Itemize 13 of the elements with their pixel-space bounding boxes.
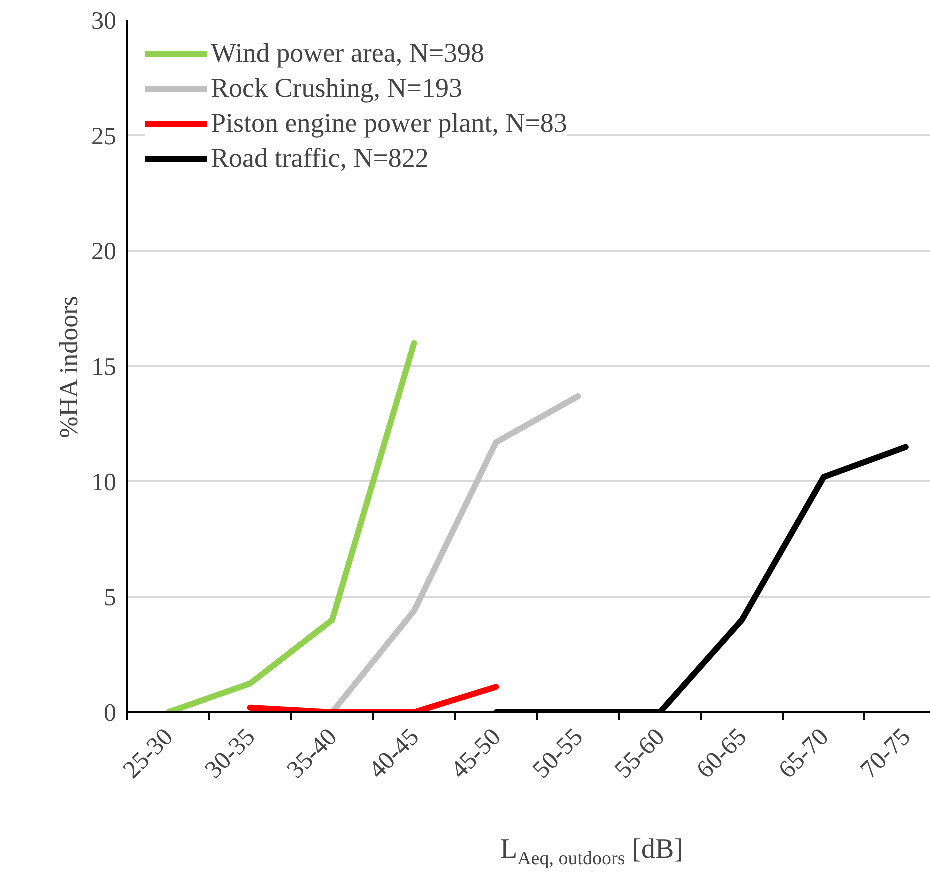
y-tick-label: 10 xyxy=(92,469,116,496)
x-axis-title: L$_{Aeq, outdoors}$ [dB] xyxy=(500,833,684,872)
y-axis-title: %HA indoors xyxy=(54,296,84,438)
y-tick-label: 5 xyxy=(104,584,116,612)
legend-label: Piston engine power plant, N=83 xyxy=(211,108,568,139)
y-tick-label: 30 xyxy=(92,8,116,35)
legend-label: Road traffic, N=822 xyxy=(211,143,429,174)
y-tick-label: 25 xyxy=(92,123,116,150)
y-tick-label: 0 xyxy=(104,700,116,727)
legend-label: Wind power area, N=398 xyxy=(211,38,485,69)
legend-label: Rock Crushing, N=193 xyxy=(211,73,462,104)
y-tick-label: 15 xyxy=(92,354,116,381)
y-tick-label: 20 xyxy=(92,238,116,266)
